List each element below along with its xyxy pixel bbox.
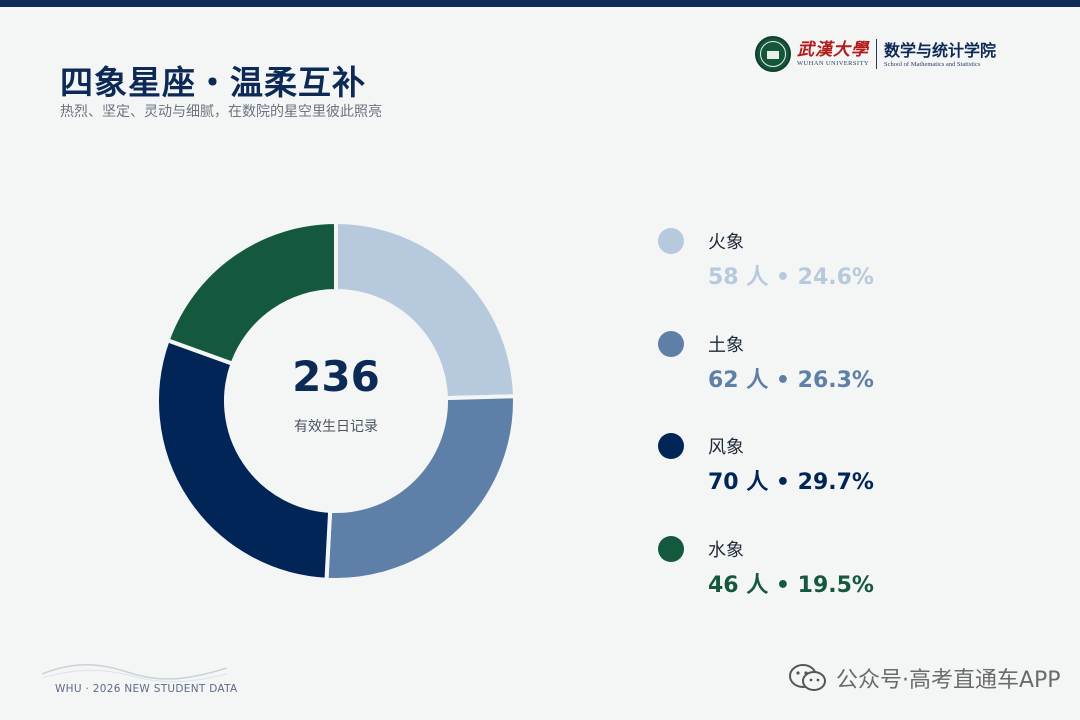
total-label: 有效生日记录 [294, 419, 378, 435]
school-name-en: School of Mathematics and Statistics [884, 60, 981, 68]
university-name-en: WUHAN UNIVERSITY [797, 60, 869, 67]
legend-dot-fire [658, 228, 684, 254]
donut-chart: 236 有效生日记录 [155, 220, 517, 582]
donut-slice-air [155, 337, 333, 582]
page-subtitle: 热烈、坚定、灵动与细腻，在数院的星空里彼此照亮 [60, 104, 382, 120]
logo-divider [876, 39, 877, 69]
legend-dot-water [658, 535, 684, 562]
legend-value-air: 70 人 • 29.7% [708, 470, 874, 496]
footer-wave-decoration [42, 664, 227, 683]
donut-slice-water [165, 220, 338, 367]
top-bar [0, 0, 1080, 7]
legend-name-fire: 火象 [708, 232, 744, 253]
legend-name-water: 水象 [708, 539, 744, 561]
university-emblem-icon [755, 36, 791, 72]
legend-name-earth: 土象 [708, 334, 744, 356]
legend-dot-earth [658, 330, 684, 357]
page-title: 四象星座・温柔互补 [60, 63, 366, 102]
university-name-block: 武漢大學 WUHAN UNIVERSITY [797, 40, 869, 68]
legend-name-air: 风象 [708, 437, 744, 459]
school-name-block: 数学与统计学院 School of Mathematics and Statis… [884, 41, 996, 68]
school-name-cn: 数学与统计学院 [884, 40, 997, 60]
legend-value-earth: 62 人 • 26.3% [708, 367, 874, 393]
footer-caption: WHU · 2026 NEW STUDENT DATA [55, 683, 238, 695]
donut-slice-earth [324, 394, 517, 582]
donut-slice-fire [334, 220, 517, 401]
university-name-cn: 武漢大學 [797, 40, 869, 60]
watermark-text: 公众号·高考直通车APP [836, 668, 1061, 693]
donut-chart-svg [155, 220, 517, 582]
watermark: 公众号·高考直通车APP [788, 662, 1061, 694]
wechat-icon [789, 664, 826, 691]
legend-dot-air [658, 433, 684, 460]
legend-value-fire: 58 人 • 24.6% [708, 265, 874, 290]
university-logo: 武漢大學 WUHAN UNIVERSITY 数学与统计学院 School of … [755, 34, 1025, 74]
legend-value-water: 46 人 • 19.5% [708, 572, 874, 598]
total-count: 236 [292, 352, 380, 401]
